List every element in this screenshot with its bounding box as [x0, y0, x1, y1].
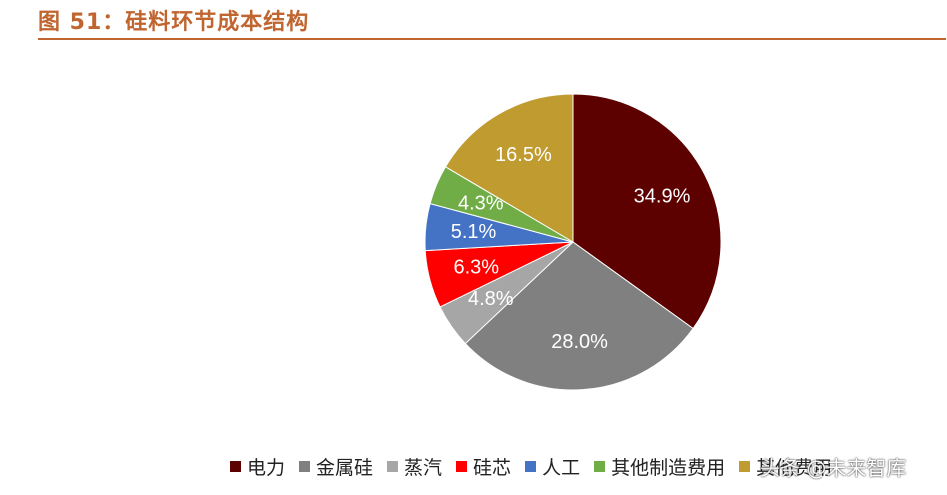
legend-label-4: 人工 [542, 457, 581, 479]
legend-label-6: 其他费用 [756, 457, 833, 479]
legend-item-1: 金属硅 [299, 453, 373, 480]
legend-item-3: 硅芯 [456, 453, 511, 480]
watermark: 头条 @未来智库 [760, 456, 907, 480]
pie-slice-0 [572, 93, 722, 330]
pie-slice-6 [444, 93, 574, 243]
legend-swatch-1 [299, 461, 311, 472]
legend-swatch-3 [456, 461, 468, 472]
slice-label-0: 34.9% [634, 185, 691, 207]
legend-item-5: 其他制造费用 [594, 453, 725, 480]
pie-slice-1 [464, 241, 694, 391]
slice-label-5: 4.3% [458, 192, 504, 214]
legend-label-1: 金属硅 [316, 457, 374, 479]
legend-label-2: 蒸汽 [404, 457, 443, 479]
legend-item-2: 蒸汽 [387, 453, 442, 480]
legend-swatch-4 [525, 461, 537, 472]
slice-label-4: 5.1% [451, 221, 497, 243]
legend-swatch-0 [230, 461, 241, 472]
legend-swatch-6 [739, 461, 751, 472]
figure-title: 图 51：硅料环节成本结构 [38, 10, 310, 35]
legend-item-6: 其他费用 [739, 453, 832, 480]
legend-item-4: 人工 [525, 453, 580, 480]
legend-swatch-2 [387, 461, 399, 472]
title-divider [38, 38, 946, 40]
legend-item-0: 电力 [230, 453, 285, 480]
slice-label-6: 16.5% [495, 144, 552, 166]
legend-label-3: 硅芯 [473, 457, 512, 479]
legend-label-0: 电力 [247, 457, 286, 479]
slice-label-3: 6.3% [453, 256, 499, 278]
slice-label-2: 4.8% [468, 288, 514, 310]
legend-label-5: 其他制造费用 [611, 457, 726, 479]
chart-legend: 电力 金属硅 蒸汽 硅芯 人工 其他制造费用 其他费用 [230, 453, 846, 480]
legend-swatch-5 [594, 461, 606, 472]
slice-label-1: 28.0% [551, 331, 608, 353]
